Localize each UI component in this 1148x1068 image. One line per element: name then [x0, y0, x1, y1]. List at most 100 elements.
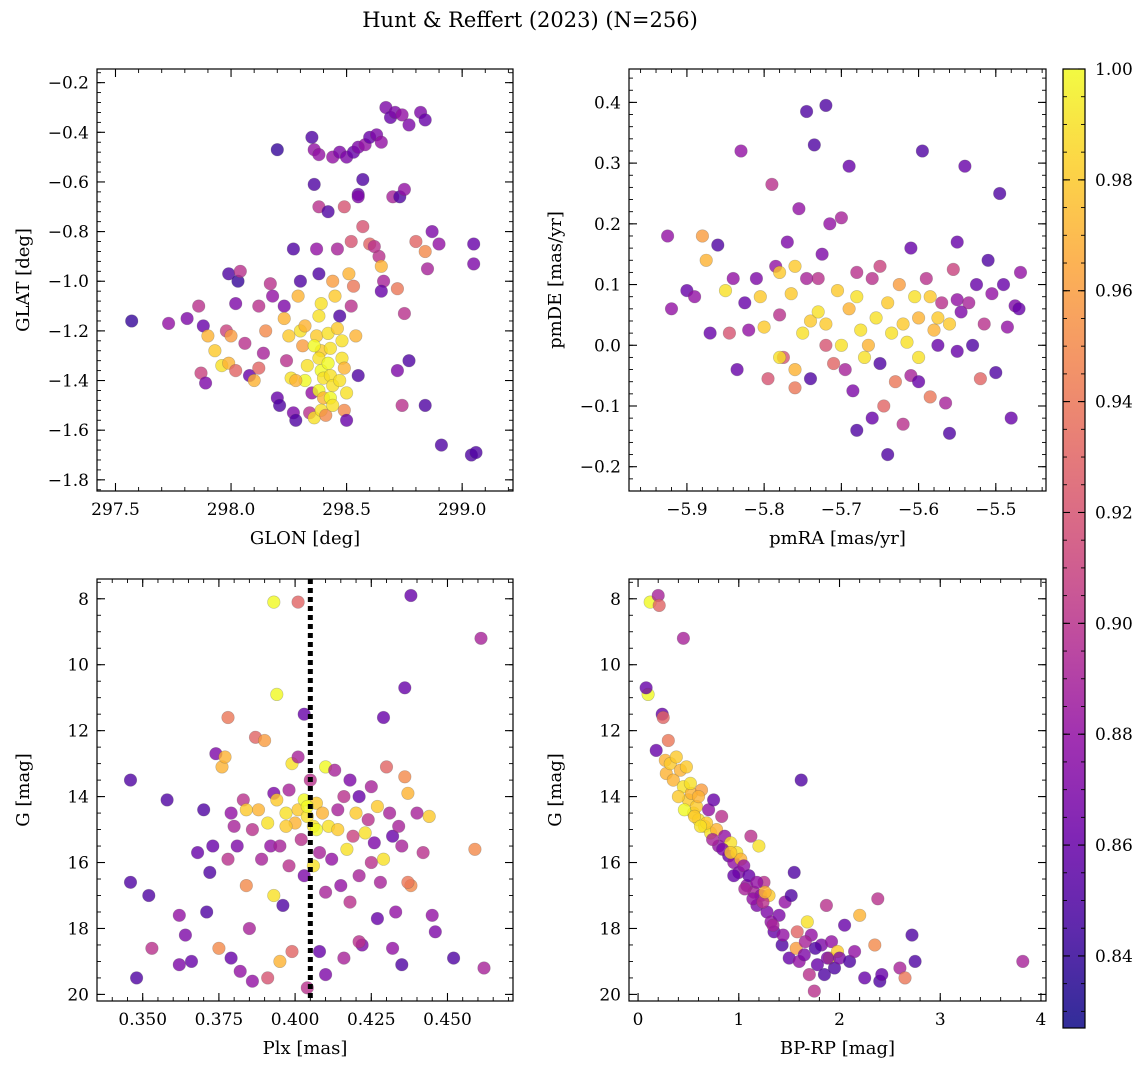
panel-pm: −5.9 −5.8 −5.7 −5.6 −5.5 −0.2 −0.1 0.0 0.1 0.2 0.3… [545, 68, 1047, 549]
data-point [660, 229, 675, 243]
data-point [373, 875, 388, 889]
data-point [808, 941, 822, 955]
colorbar-tick-label: 0.84 [1095, 947, 1133, 967]
data-point [410, 806, 424, 820]
data-point [273, 954, 287, 969]
data-point [923, 290, 937, 304]
data-point [469, 445, 483, 460]
colorbar-tick-label: 0.90 [1095, 614, 1133, 634]
data-point [233, 264, 247, 278]
data-point [722, 326, 737, 340]
data-point [823, 217, 837, 231]
panel-plx: 0.350 0.375 0.400 0.425 0.450 8 10 12 14 16 18 20 Pl… [13, 578, 514, 1059]
data-point [888, 375, 903, 389]
data-point [239, 878, 253, 893]
data-point [969, 278, 984, 292]
data-point [282, 859, 296, 873]
x-axis-label: BP-RP [mag] [780, 1038, 895, 1059]
data-point [418, 244, 432, 259]
y-tick-label: −1.8 [48, 471, 89, 491]
data-point [401, 875, 415, 889]
data-point [679, 760, 694, 774]
data-point [766, 918, 780, 932]
data-point [352, 789, 366, 804]
data-point [294, 832, 308, 847]
data-point [905, 928, 919, 942]
data-point [904, 241, 918, 255]
y-tick-label: −1.2 [48, 322, 89, 342]
data-point [291, 750, 305, 764]
data-point [981, 253, 995, 267]
data-point [432, 237, 446, 251]
data-point [162, 316, 176, 331]
data-point [798, 935, 812, 949]
data-point [245, 822, 259, 837]
data-point [390, 282, 405, 296]
data-point [379, 760, 394, 774]
x-axis-label: GLON [deg] [250, 528, 360, 549]
data-point [337, 361, 351, 375]
data-point [965, 338, 980, 352]
data-point [321, 205, 335, 219]
data-point [788, 363, 802, 377]
scatter-points [660, 98, 1028, 462]
data-point [819, 98, 833, 112]
data-point [824, 935, 839, 949]
data-point [811, 271, 825, 286]
data-point [370, 911, 385, 926]
data-point [192, 299, 206, 313]
data-point [850, 290, 864, 304]
y-tick-label: 12 [67, 722, 89, 742]
data-point [865, 271, 879, 286]
data-point [1000, 320, 1015, 334]
data-point [794, 773, 808, 787]
data-point [251, 803, 266, 817]
data-point [221, 710, 235, 725]
data-point [923, 390, 937, 404]
data-point [178, 928, 192, 942]
data-point [797, 948, 811, 962]
colorbar-tick-label: 0.98 [1095, 171, 1133, 191]
data-point [307, 177, 321, 191]
y-tick-label: −1.4 [48, 372, 89, 392]
data-point [279, 806, 293, 820]
data-point [395, 108, 409, 122]
data-point [1016, 954, 1030, 969]
data-point [203, 865, 217, 880]
data-point [270, 793, 284, 807]
data-point [784, 888, 798, 903]
data-point [946, 262, 960, 277]
data-point [279, 354, 294, 368]
data-point [296, 339, 310, 353]
data-point [703, 326, 717, 340]
data-point [811, 305, 825, 319]
data-point [765, 177, 779, 191]
data-point [344, 234, 358, 249]
y-axis-label: GLAT [deg] [13, 228, 34, 332]
data-point [847, 944, 862, 959]
data-point [896, 417, 910, 431]
data-point [817, 967, 832, 982]
data-point [788, 381, 802, 395]
data-point [307, 339, 321, 353]
data-point [772, 308, 787, 322]
data-point [730, 363, 744, 377]
data-point [744, 829, 758, 843]
data-point [993, 186, 1007, 201]
y-tick-label: 0.0 [594, 336, 621, 356]
y-tick-label: −0.6 [48, 173, 89, 193]
data-point [761, 372, 775, 386]
data-point [896, 317, 910, 331]
data-point [792, 202, 806, 216]
data-point [370, 799, 385, 814]
y-tick-label: 10 [67, 656, 89, 676]
data-point [422, 809, 436, 824]
data-point [715, 809, 729, 824]
axes-frame [96, 578, 514, 1002]
data-point [404, 588, 418, 603]
data-point [467, 257, 481, 271]
data-point [819, 898, 834, 913]
data-point [323, 341, 338, 355]
data-point [282, 329, 296, 343]
